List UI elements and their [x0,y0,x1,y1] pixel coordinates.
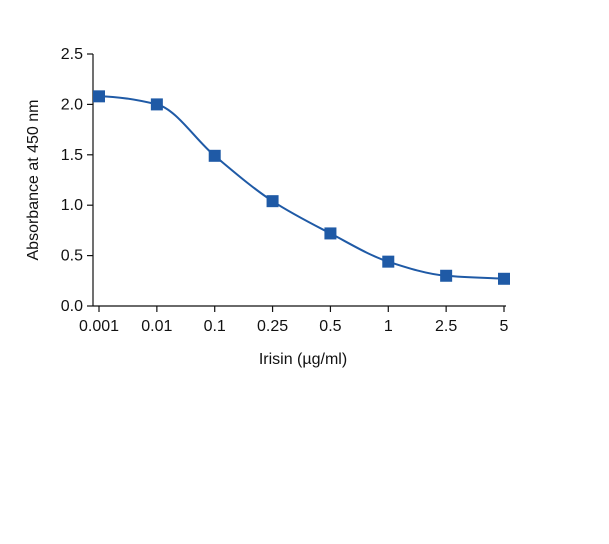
x-tick-label: 1 [384,318,393,335]
data-point [266,195,279,208]
x-tick-label: 0.25 [257,318,288,335]
axes [92,54,506,307]
x-axis-label: Irisin (µg/ml) [259,351,347,368]
y-tick-label: 2.0 [61,96,83,113]
x-axis-ticks: 0.001 0.01 0.1 0.25 0.5 1 2.5 5 [79,306,509,335]
y-tick-label: 0.5 [61,248,83,265]
data-points [93,90,510,285]
y-axis-ticks: 0.0 0.5 1.0 1.5 2.0 2.5 [61,46,93,315]
y-axis-label: Absorbance at 450 nm [25,100,42,261]
x-tick-label: 0.5 [319,318,341,335]
x-tick-label: 0.001 [79,318,119,335]
x-tick-label: 5 [500,318,509,335]
data-point [324,227,337,240]
x-tick-label: 0.01 [141,318,172,335]
y-tick-label: 1.0 [61,197,83,214]
series-line [98,95,505,280]
y-tick-label: 2.5 [61,46,83,63]
y-tick-label: 0.0 [61,298,83,315]
data-point [93,90,105,103]
data-point [208,149,221,162]
x-tick-label: 2.5 [435,318,457,335]
y-tick-label: 1.5 [61,147,83,164]
data-point [498,272,510,285]
x-tick-label: 0.1 [204,318,226,335]
data-point [440,269,453,282]
data-point [382,255,395,268]
data-point [150,98,163,111]
